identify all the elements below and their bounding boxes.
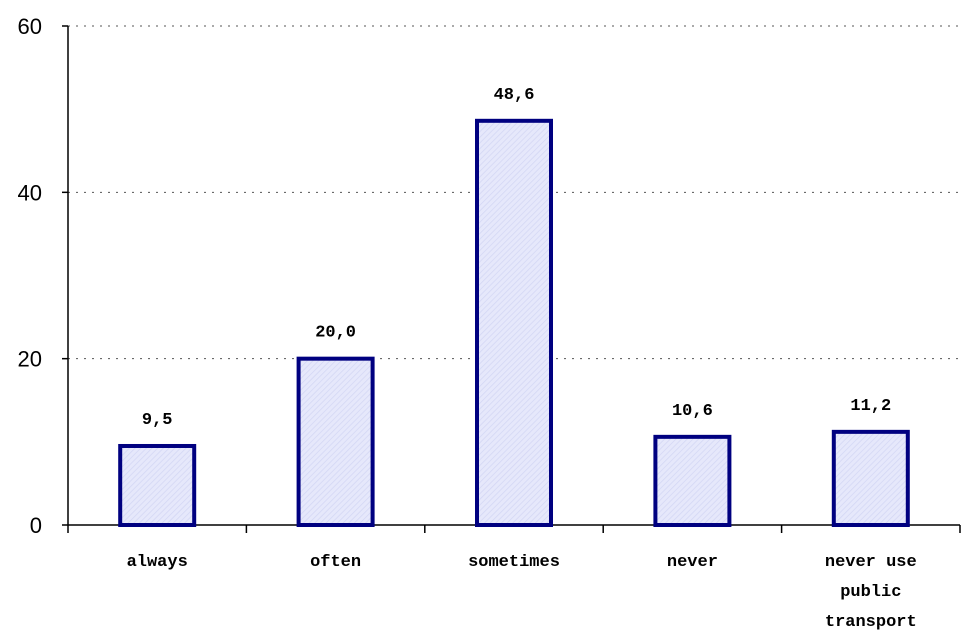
bar [296, 356, 375, 527]
y-tick-label: 40 [18, 180, 42, 205]
category-label: often [310, 553, 361, 572]
labels: 0 20 40 60 9,5 always 20,0 often 48,6 sometimes 10… [18, 14, 917, 632]
data-label: 11,2 [850, 397, 891, 416]
bar [653, 434, 732, 527]
bar [118, 443, 197, 527]
data-label: 9,5 [142, 411, 173, 430]
y-tick-label: 0 [30, 513, 42, 538]
data-label: 20,0 [315, 324, 356, 343]
category-label: sometimes [468, 553, 560, 572]
y-tick-label: 60 [18, 14, 42, 39]
category-label: never use [825, 553, 917, 572]
data-label: 10,6 [672, 402, 713, 421]
bar [475, 118, 553, 527]
bar [831, 429, 910, 527]
category-label: transport [825, 613, 917, 632]
category-label: never [667, 553, 718, 572]
y-tick-label: 20 [18, 347, 42, 372]
category-label: public [840, 583, 901, 602]
bars [118, 118, 910, 527]
category-label: always [127, 553, 188, 572]
data-label: 48,6 [494, 86, 535, 105]
